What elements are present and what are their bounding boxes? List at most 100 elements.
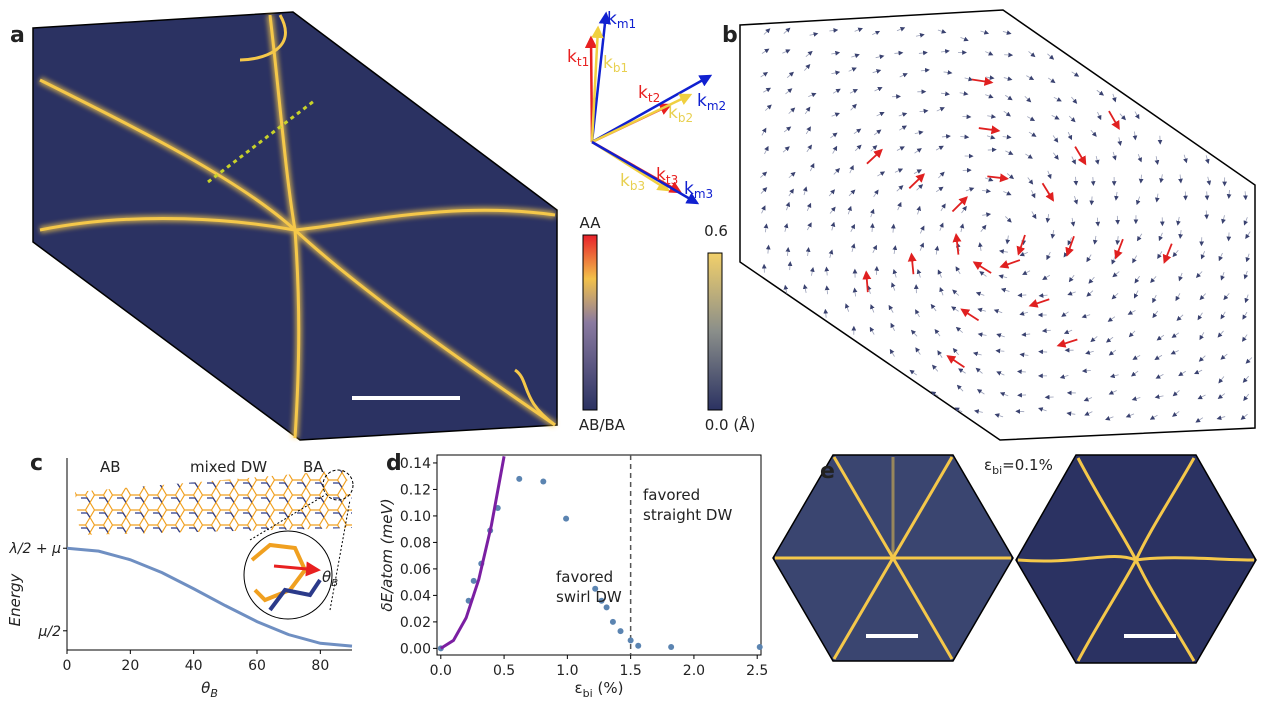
y-axis-label: δE/atom (meV) <box>378 498 396 611</box>
y-tick-label: 0.06 <box>400 562 431 578</box>
subscript: bi <box>992 464 1002 477</box>
panel-b-image <box>740 10 1255 440</box>
label: kt3 <box>656 165 678 187</box>
vector-diagram <box>591 14 710 203</box>
subscript: b1 <box>613 61 628 75</box>
panel-label: b <box>722 23 738 48</box>
y-tick-label: 0.04 <box>400 588 431 604</box>
symbol: k <box>697 91 707 111</box>
point <box>618 628 624 634</box>
point <box>516 476 522 482</box>
colorbar-label: 0.6 <box>704 222 728 240</box>
symbol: ε <box>575 679 583 697</box>
subscript: m1 <box>617 17 636 31</box>
label: kb1 <box>603 53 628 75</box>
symbol: k <box>684 179 694 199</box>
point <box>471 578 477 584</box>
panel-c-inset <box>75 470 353 619</box>
text: =0.1% <box>1002 456 1053 474</box>
annotation: favored <box>556 568 613 586</box>
subscript: b3 <box>630 179 645 193</box>
subscript: m3 <box>694 187 713 201</box>
text: (%) <box>593 679 624 697</box>
y-tick-label: 0.14 <box>400 456 431 472</box>
panel-label: d <box>386 451 402 476</box>
point <box>757 644 763 650</box>
colorbar-b <box>708 253 722 410</box>
colorbar-a <box>583 235 597 410</box>
subscript: b2 <box>678 111 693 125</box>
x-tick-label: 2.0 <box>683 663 705 679</box>
label: km3 <box>684 179 713 201</box>
y-tick-label: λ/2 + μ <box>9 541 62 557</box>
panel-label: e <box>820 459 835 484</box>
x-tick-label: 2.5 <box>746 663 768 679</box>
flow-arrow <box>1018 371 1026 372</box>
label: kt2 <box>638 83 660 105</box>
colorbar-label: AB/BA <box>579 416 626 434</box>
symbol: k <box>607 9 617 29</box>
subscript: B <box>210 687 218 698</box>
y-tick-label: 0.00 <box>400 641 431 657</box>
colorbar-label: AA <box>580 214 602 232</box>
label: εbi (%) <box>575 679 624 698</box>
panel-e-image <box>773 455 1256 663</box>
subscript: m2 <box>707 99 726 113</box>
symbol: ε <box>984 456 992 474</box>
x-tick-label: 1.0 <box>556 663 578 679</box>
y-tick-label: 0.02 <box>400 615 431 631</box>
annotation: favored <box>643 486 700 504</box>
panel-e-label: εbi=0.1% <box>984 456 1053 477</box>
label: kb2 <box>668 103 693 125</box>
symbol: θ <box>201 679 210 697</box>
symbol: θ <box>322 568 331 586</box>
flow-arrow <box>1083 371 1091 372</box>
annotation: swirl DW <box>556 588 622 606</box>
panel-label: c <box>30 451 43 476</box>
x-tick-label: 20 <box>121 658 139 674</box>
symbol: k <box>603 53 613 73</box>
point <box>628 637 634 643</box>
point <box>635 643 641 649</box>
page: AA AB/BA 0.6 0.0 (Å) km1kt1kb1kt2km2kb2k… <box>0 0 1263 698</box>
symbol: k <box>656 165 666 185</box>
symbol: k <box>620 171 630 191</box>
symbol: k <box>567 47 577 67</box>
y-tick-label: μ/2 <box>37 624 61 640</box>
label: km2 <box>697 91 726 113</box>
label: km1 <box>607 9 636 31</box>
symbol: k <box>668 103 678 123</box>
colorbar-label: 0.0 (Å) <box>705 415 756 434</box>
x-tick-label: 40 <box>185 658 203 674</box>
x-tick-label: 80 <box>311 658 329 674</box>
x-tick-label: 60 <box>248 658 266 674</box>
annotation: mixed DW <box>190 458 267 476</box>
subscript: B <box>331 578 338 589</box>
label: θB <box>322 568 338 589</box>
y-tick-label: 0.10 <box>400 509 431 525</box>
label: kt1 <box>567 47 589 69</box>
y-tick-label: 0.12 <box>400 482 431 498</box>
x-tick-label: 1.5 <box>620 663 642 679</box>
x-tick-label: 0.5 <box>493 663 515 679</box>
panel-a-image <box>33 12 557 440</box>
symbol: k <box>638 83 648 103</box>
x-tick-label: 0 <box>63 658 72 674</box>
subscript: t3 <box>666 173 678 187</box>
y-axis-label: Energy <box>6 572 24 626</box>
point <box>540 478 546 484</box>
figure: AA AB/BA 0.6 0.0 (Å) km1kt1kb1kt2km2kb2k… <box>0 0 1263 698</box>
subscript: bi <box>583 687 593 698</box>
annotation: straight DW <box>643 506 732 524</box>
point <box>563 516 569 522</box>
panel-label: a <box>10 23 25 48</box>
flow-arrow <box>1117 216 1118 224</box>
x-tick-label: 0.0 <box>430 663 452 679</box>
point <box>668 644 674 650</box>
y-tick-label: 0.08 <box>400 535 431 551</box>
fit-curve <box>441 456 504 648</box>
annotation: AB <box>100 458 121 476</box>
flow-arrow <box>1206 210 1207 218</box>
subscript: t2 <box>648 91 660 105</box>
subscript: t1 <box>577 55 589 69</box>
